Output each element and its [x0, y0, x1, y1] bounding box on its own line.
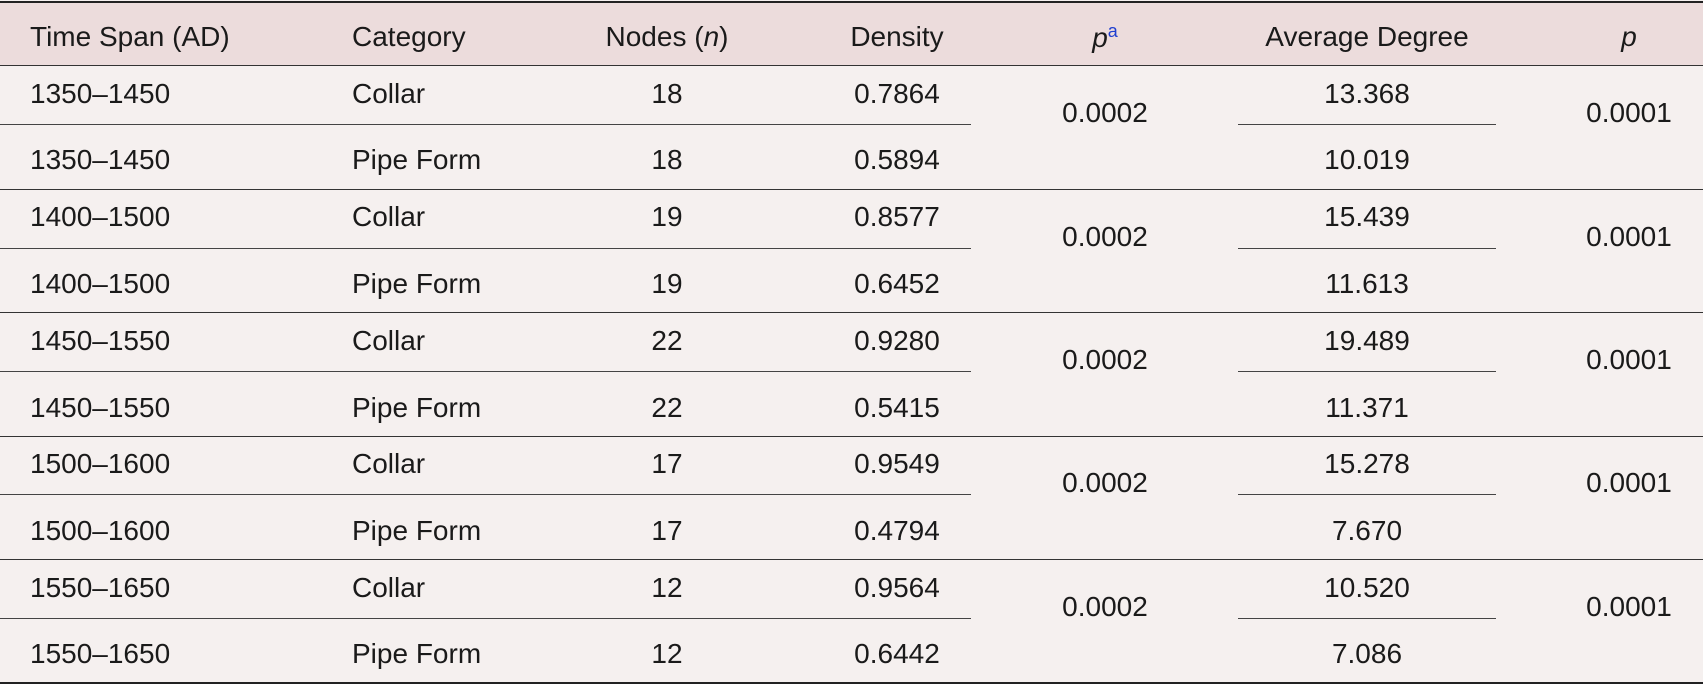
cell-p: 0.0001	[1586, 467, 1672, 498]
cell-p: 0.0001	[1586, 591, 1672, 622]
cell-avg-degree: 7.086	[1331, 638, 1403, 669]
row-divider	[0, 248, 971, 249]
cell-span: 1350–1450	[30, 144, 171, 175]
cell-nodes: 22	[651, 392, 683, 423]
average-degree-divider	[1238, 371, 1496, 372]
row-divider	[0, 618, 971, 619]
cell-p: 0.0001	[1586, 344, 1672, 375]
bottom-rule	[0, 682, 1703, 684]
cell-nodes: 17	[651, 448, 683, 479]
cell-avg-degree: 11.613	[1325, 268, 1409, 299]
group-divider	[0, 559, 1703, 560]
header-nodes-label: Nodes (	[605, 21, 704, 52]
cell-category: Collar	[352, 78, 426, 109]
header-p-a-footnote: a	[1107, 20, 1118, 41]
cell-p: 0.0001	[1586, 221, 1672, 252]
row-divider	[0, 494, 971, 495]
cell-avg-degree: 10.019	[1324, 144, 1410, 175]
average-degree-divider	[1238, 248, 1496, 249]
table-header-background	[0, 2, 1703, 66]
cell-nodes: 17	[651, 515, 683, 546]
cell-p-a: 0.0002	[1062, 467, 1148, 498]
cell-avg-degree: 7.670	[1331, 515, 1403, 546]
cell-category: Collar	[352, 572, 426, 603]
header-average-degree: Average Degree	[1265, 21, 1469, 52]
group-divider	[0, 189, 1703, 190]
cell-nodes: 19	[651, 201, 683, 232]
header-p-a: pa	[1005, 22, 1205, 52]
cell-density: 0.6452	[854, 268, 940, 299]
cell-density: 0.9549	[854, 448, 940, 479]
cell-p-a: 0.0002	[1062, 344, 1148, 375]
header-rule	[0, 65, 1703, 66]
group-divider	[0, 312, 1703, 313]
cell-span: 1350–1450	[30, 78, 171, 109]
cell-nodes: 12	[651, 638, 683, 669]
cell-p-a: 0.0002	[1062, 221, 1148, 252]
cell-p: 0.0001	[1586, 97, 1672, 128]
cell-category: Collar	[352, 448, 426, 479]
cell-span: 1550–1650	[30, 572, 171, 603]
header-nodes: Nodes (n)	[567, 23, 767, 51]
cell-nodes: 22	[651, 325, 683, 356]
cell-density: 0.6442	[854, 638, 940, 669]
cell-density: 0.9564	[854, 572, 940, 603]
cell-avg-degree: 13.368	[1324, 78, 1410, 109]
header-p: p	[1579, 23, 1679, 51]
header-density: Density	[850, 21, 944, 52]
cell-avg-degree: 15.439	[1324, 201, 1410, 232]
cell-p-a: 0.0002	[1062, 591, 1148, 622]
cell-category: Pipe Form	[352, 392, 482, 423]
cell-span: 1400–1500	[30, 201, 171, 232]
average-degree-divider	[1238, 618, 1496, 619]
header-p-a-symbol: p	[1092, 22, 1108, 54]
row-divider	[0, 124, 971, 125]
cell-category: Pipe Form	[352, 144, 482, 175]
cell-category: Pipe Form	[352, 515, 482, 546]
cell-category: Collar	[352, 325, 426, 356]
cell-nodes: 18	[651, 78, 683, 109]
cell-avg-degree: 10.520	[1324, 572, 1410, 603]
cell-span: 1500–1600	[30, 515, 171, 546]
top-rule	[0, 1, 1703, 3]
cell-nodes: 18	[651, 144, 683, 175]
header-nodes-close: )	[719, 21, 729, 52]
cell-nodes: 19	[651, 268, 683, 299]
cell-density: 0.5415	[854, 392, 940, 423]
cell-span: 1550–1650	[30, 638, 171, 669]
cell-span: 1450–1550	[30, 325, 171, 356]
cell-span: 1450–1550	[30, 392, 171, 423]
cell-span: 1400–1500	[30, 268, 171, 299]
cell-span: 1500–1600	[30, 448, 171, 479]
cell-nodes: 12	[651, 572, 683, 603]
cell-category: Pipe Form	[352, 268, 482, 299]
cell-p-a: 0.0002	[1062, 97, 1148, 128]
header-time-span: Time Span (AD)	[30, 21, 230, 52]
average-degree-divider	[1238, 494, 1496, 495]
header-category: Category	[352, 21, 466, 52]
cell-avg-degree: 11.371	[1325, 392, 1409, 423]
cell-category: Pipe Form	[352, 638, 482, 669]
row-divider	[0, 371, 971, 372]
header-nodes-variable: n	[703, 21, 720, 52]
cell-avg-degree: 19.489	[1324, 325, 1410, 356]
cell-density: 0.9280	[854, 325, 940, 356]
cell-avg-degree: 15.278	[1324, 448, 1410, 479]
cell-category: Collar	[352, 201, 426, 232]
cell-density: 0.5894	[854, 144, 940, 175]
cell-density: 0.7864	[854, 78, 940, 109]
group-divider	[0, 436, 1703, 437]
header-p-symbol: p	[1621, 21, 1637, 52]
cell-density: 0.4794	[854, 515, 940, 546]
average-degree-divider	[1238, 124, 1496, 125]
cell-density: 0.8577	[854, 201, 940, 232]
